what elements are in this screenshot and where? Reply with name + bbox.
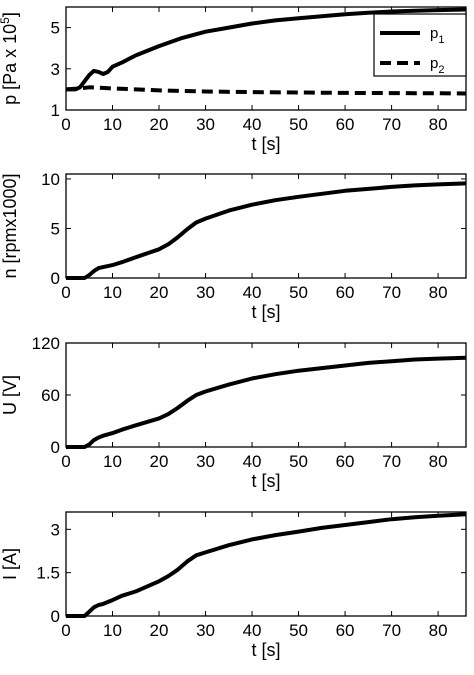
series-line-p2 (65, 85, 467, 96)
y-tick-label: 120 (32, 334, 60, 353)
y-tick-label: 1.5 (36, 564, 60, 583)
y-axis-title-tail: ] (0, 12, 20, 17)
x-tick-label: 80 (429, 452, 448, 471)
x-tick-label: 10 (103, 115, 122, 134)
x-tick-label: 50 (289, 452, 308, 471)
x-tick-label: 40 (243, 115, 262, 134)
chart-panel-2: 0 10 20 30 40 50 60 70 80 0 5 10 t [s] n [rpmx1000] (0, 170, 467, 322)
x-tick-label: 10 (103, 621, 122, 640)
y-tick-label: 3 (51, 520, 60, 539)
x-tick-label: 20 (150, 283, 169, 302)
x-tick-label: 40 (243, 621, 262, 640)
series-line-panel4 (66, 512, 467, 618)
x-tick-label: 40 (243, 452, 262, 471)
x-tick-label: 0 (61, 621, 70, 640)
y-axis-title: n [rpmx1000] (0, 173, 20, 278)
x-tick-label: 70 (382, 621, 401, 640)
series-line-panel3 (66, 355, 467, 449)
x-tick-label: 40 (243, 283, 262, 302)
chart-panel-4: 0 10 20 30 40 50 60 70 80 0 1.5 3 t [s] I [A] (0, 511, 467, 660)
x-axis-title: t [s] (251, 471, 280, 491)
x-axis-title: t [s] (251, 640, 280, 660)
y-tick-label: 60 (41, 386, 60, 405)
y-axis-title-main: p [Pa x 10 (0, 24, 20, 105)
x-tick-label: 20 (150, 452, 169, 471)
legend-label-subscript: 2 (438, 64, 444, 76)
y-tick-label: 1 (51, 101, 60, 120)
x-axis-title: t [s] (251, 134, 280, 154)
plot-frame (65, 173, 467, 279)
y-tick-label: 3 (51, 60, 60, 79)
x-tick-label: 30 (196, 283, 215, 302)
x-tick-label: 80 (429, 115, 448, 134)
x-tick-label: 0 (61, 452, 70, 471)
x-tick-label: 70 (382, 283, 401, 302)
x-tick-label: 50 (289, 115, 308, 134)
x-tick-label: 70 (382, 452, 401, 471)
y-axis-title: U [V] (0, 375, 20, 415)
chart-panel-3: 0 10 20 30 40 50 60 70 80 0 60 120 t [s] U [V] (0, 334, 467, 491)
x-tick-label: 80 (429, 621, 448, 640)
legend-box (373, 13, 467, 77)
x-tick-label: 10 (103, 283, 122, 302)
x-tick-label: 20 (150, 115, 169, 134)
x-tick-label: 50 (289, 283, 308, 302)
y-axis-title-superscript: 5 (0, 17, 12, 24)
x-tick-label: 60 (336, 283, 355, 302)
x-tick-label: 30 (196, 621, 215, 640)
series-line-p1 (66, 7, 467, 92)
x-tick-label: 0 (61, 115, 70, 134)
x-tick-label: 30 (196, 115, 215, 134)
plot-frame (65, 511, 467, 617)
y-tick-label: 0 (51, 269, 60, 288)
legend-label-subscript: 1 (438, 34, 444, 46)
x-tick-label: 30 (196, 452, 215, 471)
x-tick-label: 50 (289, 621, 308, 640)
series-line-panel2 (66, 181, 467, 280)
legend-label-main: p (430, 25, 438, 42)
y-tick-label: 5 (51, 219, 60, 238)
x-tick-label: 20 (150, 621, 169, 640)
x-tick-label: 60 (336, 621, 355, 640)
y-tick-label: 5 (51, 19, 60, 38)
x-tick-label: 60 (336, 452, 355, 471)
y-tick-label: 0 (51, 607, 60, 626)
x-tick-label: 60 (336, 115, 355, 134)
y-axis-title: p [Pa x 105] (0, 12, 20, 105)
x-tick-label: 10 (103, 452, 122, 471)
y-axis-title: I [A] (0, 548, 20, 580)
legend-label-p1: p1 (430, 25, 444, 46)
y-tick-label: 10 (41, 170, 60, 189)
legend-label-main: p (430, 55, 438, 72)
legend-label-p2: p2 (430, 55, 444, 76)
y-tick-label: 0 (51, 438, 60, 457)
x-tick-label: 0 (61, 283, 70, 302)
x-tick-label: 70 (382, 115, 401, 134)
x-axis-title: t [s] (251, 302, 280, 322)
x-tick-label: 80 (429, 283, 448, 302)
